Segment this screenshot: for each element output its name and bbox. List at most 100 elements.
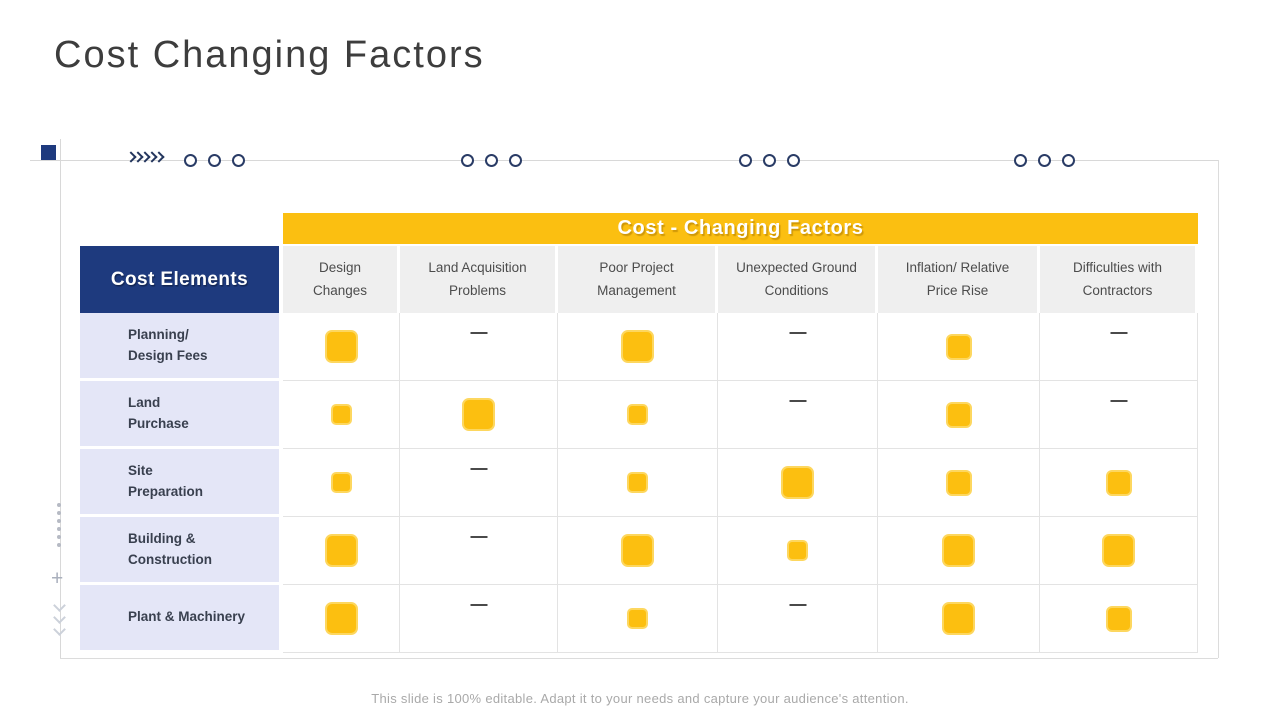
- dot-icon: [57, 527, 61, 531]
- circle-marker-icon: [485, 154, 498, 167]
- impact-cell-empty: [1040, 313, 1198, 381]
- impact-square-large-icon: [942, 534, 975, 567]
- impact-square-small-icon: [330, 404, 352, 425]
- row-label: Building & Construction: [80, 517, 283, 585]
- dash-icon: [789, 332, 806, 334]
- chevron-down-icons: [53, 599, 66, 637]
- impact-cell-empty: [718, 381, 878, 449]
- row-label-line: Site: [128, 463, 153, 479]
- impact-square-medium-icon: [1105, 605, 1132, 632]
- column-header: Unexpected Ground Conditions: [718, 246, 878, 313]
- plus-icon: +: [51, 567, 64, 590]
- circle-marker-icon: [1062, 154, 1075, 167]
- dot-icon: [57, 535, 61, 539]
- right-frame-line: [1218, 160, 1219, 658]
- impact-cell: [1040, 517, 1198, 585]
- circle-marker-icon: [208, 154, 221, 167]
- circle-marker-icon: [461, 154, 474, 167]
- row-label-line: Planning/: [128, 327, 189, 343]
- bottom-frame-line: [60, 658, 1218, 659]
- top-divider-line: [30, 160, 1218, 161]
- row-label-line: Building &: [128, 531, 196, 547]
- impact-cell-empty: [718, 313, 878, 381]
- dot-icon: [57, 511, 61, 515]
- circle-markers: [1014, 154, 1075, 167]
- impact-cell: [878, 313, 1040, 381]
- impact-square-small-icon: [627, 404, 648, 425]
- impact-cell-empty: [1040, 381, 1198, 449]
- row-label: Planning/Design Fees: [80, 313, 283, 381]
- impact-cell: [283, 449, 400, 517]
- chevron-down-icon: [53, 611, 66, 624]
- impact-square-small-icon: [627, 608, 648, 629]
- column-header: Land Acquisition Problems: [400, 246, 558, 313]
- footer-note: This slide is 100% editable. Adapt it to…: [371, 691, 909, 706]
- impact-cell: [1040, 585, 1198, 653]
- chevron-down-icon: [53, 623, 66, 636]
- impact-cell-empty: [400, 449, 558, 517]
- impact-cell: [283, 313, 400, 381]
- row-label-line: Land: [128, 395, 161, 411]
- circle-marker-icon: [184, 154, 197, 167]
- dash-icon: [1110, 400, 1127, 402]
- dash-icon: [789, 604, 806, 606]
- impact-cell: [283, 585, 400, 653]
- circle-marker-icon: [787, 154, 800, 167]
- impact-cell: [718, 517, 878, 585]
- impact-cell: [878, 517, 1040, 585]
- impact-cell: [1040, 449, 1198, 517]
- impact-cell: [558, 449, 718, 517]
- circle-marker-icon: [739, 154, 752, 167]
- impact-square-medium-icon: [945, 469, 972, 496]
- row-label-line: Preparation: [128, 483, 204, 499]
- impact-cell: [878, 381, 1040, 449]
- circle-marker-icon: [763, 154, 776, 167]
- row-header-title: Cost Elements: [80, 246, 283, 313]
- column-header: Difficulties with Contractors: [1040, 246, 1198, 313]
- row-label: Plant & Machinery: [80, 585, 283, 653]
- column-header: Inflation/ Relative Price Rise: [878, 246, 1040, 313]
- impact-square-large-icon: [324, 330, 358, 363]
- impact-cell: [283, 381, 400, 449]
- impact-cell: [558, 517, 718, 585]
- dot-icon: [57, 543, 61, 547]
- impact-square-medium-icon: [945, 333, 972, 360]
- circle-markers: [184, 154, 245, 167]
- impact-cell: [558, 313, 718, 381]
- circle-marker-icon: [1038, 154, 1051, 167]
- impact-square-large-icon: [462, 398, 495, 431]
- impact-cell: [400, 381, 558, 449]
- dash-icon: [1110, 332, 1127, 334]
- dash-icon: [470, 604, 487, 606]
- row-label-line: Plant & Machinery: [128, 609, 246, 625]
- row-label-line: Design Fees: [128, 347, 208, 363]
- chevron-right-icons: [125, 151, 165, 163]
- column-header: Poor Project Management: [558, 246, 718, 313]
- impact-square-small-icon: [330, 472, 352, 493]
- dash-icon: [470, 332, 487, 334]
- impact-cell-empty: [400, 517, 558, 585]
- impact-cell-empty: [400, 313, 558, 381]
- impact-cell: [558, 585, 718, 653]
- column-header: Design Changes: [283, 246, 400, 313]
- row-label: Land Purchase: [80, 381, 283, 449]
- impact-cell: [558, 381, 718, 449]
- page-title: Cost Changing Factors: [54, 34, 485, 76]
- circle-marker-icon: [509, 154, 522, 167]
- impact-square-small-icon: [627, 472, 648, 493]
- impact-cell: [878, 449, 1040, 517]
- row-label-line: Construction: [128, 551, 212, 567]
- impact-square-large-icon: [942, 602, 975, 635]
- left-frame-line: [60, 139, 61, 658]
- impact-square-large-icon: [621, 330, 654, 363]
- row-label-line: Purchase: [128, 415, 189, 431]
- circle-marker-icon: [1014, 154, 1027, 167]
- impact-square-large-icon: [621, 534, 654, 567]
- dash-icon: [470, 536, 487, 538]
- circle-markers: [461, 154, 522, 167]
- circle-markers: [739, 154, 800, 167]
- impact-cell: [283, 517, 400, 585]
- impact-cell-empty: [400, 585, 558, 653]
- circle-marker-icon: [232, 154, 245, 167]
